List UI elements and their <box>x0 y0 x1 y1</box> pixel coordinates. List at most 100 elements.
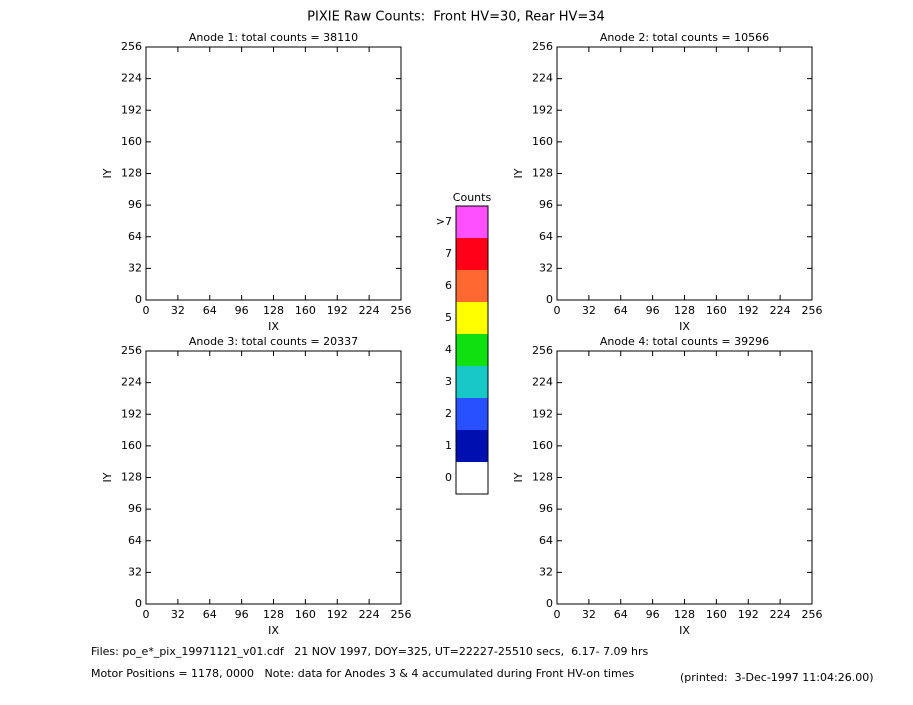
y-tick-label: 0 <box>135 597 142 610</box>
y-tick-label: 32 <box>539 261 553 274</box>
colorbar-swatch <box>456 334 488 366</box>
colorbar-swatch <box>456 270 488 302</box>
page-title: PIXIE Raw Counts: Front HV=30, Rear HV=3… <box>307 10 605 25</box>
x-tick-label: 128 <box>263 608 284 621</box>
x-tick-label: 64 <box>203 304 217 317</box>
plot-frame <box>145 350 402 605</box>
x-tick-label: 256 <box>391 304 412 317</box>
panel-title: Anode 1: total counts = 38110 <box>189 31 358 44</box>
y-tick-label: 64 <box>539 534 553 547</box>
y-tick-label: 128 <box>532 471 553 484</box>
plot-frame <box>145 46 402 301</box>
y-tick-label: 192 <box>532 103 553 116</box>
colorbar-label: 3 <box>445 375 452 388</box>
y-axis-label: IY <box>512 472 525 482</box>
colorbar-swatch <box>456 302 488 334</box>
y-axis-label: IY <box>101 472 114 482</box>
y-tick-label: 192 <box>121 407 142 420</box>
x-tick-label: 96 <box>235 304 249 317</box>
y-tick-label: 96 <box>539 502 553 515</box>
y-tick-label: 256 <box>121 344 142 357</box>
x-tick-label: 160 <box>295 304 316 317</box>
x-tick-label: 96 <box>646 608 660 621</box>
x-tick-label: 32 <box>171 608 185 621</box>
plot-frame <box>556 46 813 301</box>
y-tick-label: 64 <box>128 534 142 547</box>
y-tick-label: 0 <box>135 293 142 306</box>
y-tick-label: 160 <box>121 439 142 452</box>
x-tick-label: 128 <box>674 304 695 317</box>
panel-title: Anode 4: total counts = 39296 <box>600 335 769 348</box>
colorbar-swatch <box>456 398 488 430</box>
colorbar-label: 6 <box>445 279 452 292</box>
y-tick-label: 256 <box>121 40 142 53</box>
colorbar-swatch <box>456 430 488 462</box>
x-tick-label: 96 <box>235 608 249 621</box>
y-tick-label: 32 <box>128 261 142 274</box>
x-tick-label: 64 <box>614 608 628 621</box>
x-axis-label: IX <box>679 624 690 637</box>
x-tick-label: 224 <box>770 304 791 317</box>
x-tick-label: 64 <box>614 304 628 317</box>
x-tick-label: 160 <box>706 608 727 621</box>
panel-title: Anode 3: total counts = 20337 <box>189 335 358 348</box>
y-tick-label: 32 <box>539 565 553 578</box>
x-tick-label: 32 <box>582 608 596 621</box>
x-tick-label: 128 <box>263 304 284 317</box>
x-axis-label: IX <box>268 320 279 333</box>
x-tick-label: 96 <box>646 304 660 317</box>
x-tick-label: 0 <box>554 304 561 317</box>
colorbar-label: 0 <box>445 471 452 484</box>
y-tick-label: 0 <box>546 597 553 610</box>
x-tick-label: 160 <box>295 608 316 621</box>
y-tick-label: 224 <box>532 376 553 389</box>
colorbar-frame <box>455 205 489 495</box>
y-tick-label: 224 <box>532 72 553 85</box>
x-tick-label: 256 <box>802 304 823 317</box>
colorbar-label: 4 <box>445 343 452 356</box>
x-tick-label: 0 <box>143 304 150 317</box>
y-tick-label: 96 <box>128 198 142 211</box>
y-tick-label: 224 <box>121 72 142 85</box>
y-tick-label: 128 <box>532 167 553 180</box>
x-axis-label: IX <box>268 624 279 637</box>
y-tick-label: 128 <box>121 167 142 180</box>
x-tick-label: 192 <box>327 304 348 317</box>
footer-printed: (printed: 3-Dec-1997 11:04:26.00) <box>680 671 874 684</box>
x-tick-label: 256 <box>802 608 823 621</box>
y-tick-label: 64 <box>128 230 142 243</box>
colorbar-label: 7 <box>445 247 452 260</box>
y-tick-label: 256 <box>532 40 553 53</box>
y-tick-label: 160 <box>121 135 142 148</box>
x-tick-label: 224 <box>359 608 380 621</box>
colorbar-swatch <box>456 206 488 238</box>
y-tick-label: 64 <box>539 230 553 243</box>
colorbar-label: 5 <box>445 311 452 324</box>
x-tick-label: 192 <box>738 304 759 317</box>
y-tick-label: 160 <box>532 135 553 148</box>
y-tick-label: 192 <box>121 103 142 116</box>
y-axis-label: IY <box>101 168 114 178</box>
x-tick-label: 32 <box>582 304 596 317</box>
x-axis-label: IX <box>679 320 690 333</box>
colorbar-swatch <box>456 366 488 398</box>
y-tick-label: 224 <box>121 376 142 389</box>
y-tick-label: 96 <box>128 502 142 515</box>
x-tick-label: 192 <box>738 608 759 621</box>
y-tick-label: 32 <box>128 565 142 578</box>
x-tick-label: 32 <box>171 304 185 317</box>
colorbar-label: 2 <box>445 407 452 420</box>
x-tick-label: 0 <box>143 608 150 621</box>
colorbar-swatch <box>456 462 488 494</box>
y-tick-label: 256 <box>532 344 553 357</box>
plot-frame <box>556 350 813 605</box>
panel-title: Anode 2: total counts = 10566 <box>600 31 769 44</box>
x-tick-label: 160 <box>706 304 727 317</box>
footer-files: Files: po_e*_pix_19971121_v01.cdf 21 NOV… <box>91 645 649 658</box>
x-tick-label: 256 <box>391 608 412 621</box>
colorbar-swatch <box>456 238 488 270</box>
x-tick-label: 64 <box>203 608 217 621</box>
colorbar-label: >7 <box>436 215 452 228</box>
x-tick-label: 224 <box>359 304 380 317</box>
